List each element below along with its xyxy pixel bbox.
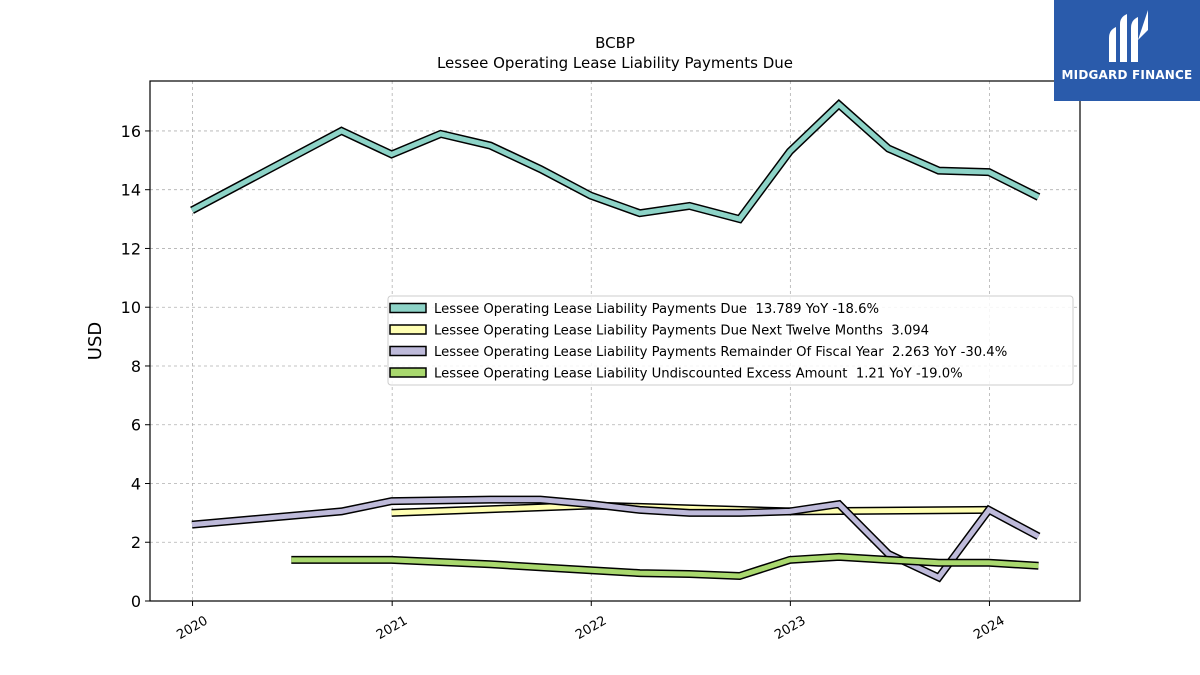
y-tick-label: 10 <box>121 298 141 317</box>
y-tick-label: 12 <box>121 239 141 258</box>
brand-mark-icon <box>1109 10 1148 62</box>
series-line-2 <box>391 501 989 517</box>
legend-entry: Lessee Operating Lease Liability Payment… <box>389 302 879 317</box>
x-tick-label: 2024 <box>971 613 1007 643</box>
legend-swatch <box>389 302 427 314</box>
y-tick-label: 0 <box>131 592 141 611</box>
legend-label: Lessee Operating Lease Liability Payment… <box>434 324 929 339</box>
x-tick-label: 2023 <box>772 613 808 643</box>
brand-logo-text: MIDGARD FINANCE <box>1061 68 1193 82</box>
y-tick-label: 2 <box>131 533 141 552</box>
y-axis-label: USD <box>85 322 106 360</box>
series-line-stroke <box>391 502 989 516</box>
chart-title: BCBP <box>595 34 635 52</box>
x-tick-label: 2021 <box>374 613 410 643</box>
y-tick-label: 8 <box>131 357 141 376</box>
legend-swatch <box>389 324 427 335</box>
series-line-stroke <box>191 497 1040 581</box>
brand-logo: MIDGARD FINANCE <box>1054 0 1200 101</box>
series-line-1 <box>190 99 1041 224</box>
series-line-3 <box>191 495 1041 583</box>
x-tick-label: 2020 <box>174 613 210 643</box>
legend-entry: Lessee Operating Lease Liability Payment… <box>389 345 1007 360</box>
x-tick-label: 2022 <box>573 613 609 643</box>
legend-label: Lessee Operating Lease Liability Undisco… <box>434 367 963 382</box>
legend-swatch <box>389 345 427 357</box>
y-tick-label: 4 <box>131 474 141 493</box>
series-line-stroke <box>190 101 1040 222</box>
legend-entry: Lessee Operating Lease Liability Undisco… <box>389 367 963 382</box>
legend-label: Lessee Operating Lease Liability Payment… <box>434 302 879 317</box>
plot-frame <box>149 80 1081 602</box>
series-line-stroke <box>291 554 1039 579</box>
legend-entry: Lessee Operating Lease Liability Payment… <box>389 324 929 339</box>
series-lines <box>190 99 1041 583</box>
legend: Lessee Operating Lease Liability Payment… <box>387 295 1074 386</box>
series-line-4 <box>291 552 1039 581</box>
y-tick-label: 16 <box>121 122 141 141</box>
legend-label: Lessee Operating Lease Liability Payment… <box>434 345 1007 360</box>
legend-swatch <box>389 367 427 378</box>
chart-subtitle: Lessee Operating Lease Liability Payment… <box>437 54 793 72</box>
y-tick-label: 14 <box>121 181 141 200</box>
y-tick-label: 6 <box>131 416 141 435</box>
legend-box <box>387 295 1074 386</box>
